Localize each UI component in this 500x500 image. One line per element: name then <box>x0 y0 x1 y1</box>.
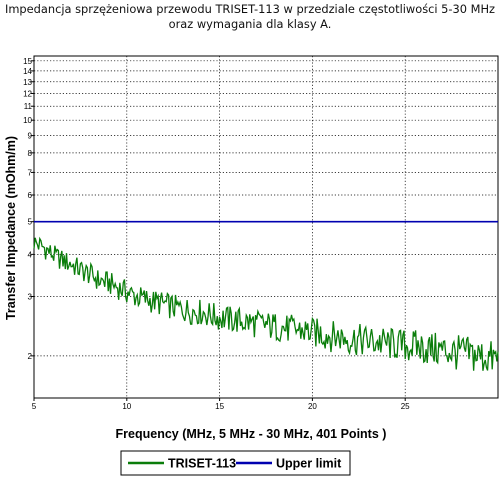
legend-label-1: TRISET-113 <box>168 457 236 471</box>
y-tick-label: 7 <box>28 168 33 177</box>
x-tick-label: 5 <box>32 402 37 411</box>
legend-label-2: Upper limit <box>276 457 342 471</box>
y-tick-label: 6 <box>28 191 33 200</box>
x-tick-label: 25 <box>401 402 410 411</box>
legend: TRISET-113 Upper limit <box>120 450 351 476</box>
y-tick-label: 13 <box>23 78 32 87</box>
y-tick-label: 12 <box>23 89 32 98</box>
y-tick-label: 15 <box>23 57 32 66</box>
chart-title-line-1: Impedancja sprzężeniowa przewodu TRISET-… <box>4 2 496 16</box>
y-axis-label: Transfer Impedance (mOhm/m) <box>4 136 18 320</box>
y-tick-label: 14 <box>23 67 32 76</box>
y-tick-label: 4 <box>28 250 33 259</box>
y-tick-label: 3 <box>28 292 33 301</box>
y-tick-label: 5 <box>28 218 33 227</box>
x-axis-label: Frequency (MHz, 5 MHz - 30 MHz, 401 Poin… <box>116 427 387 441</box>
x-tick-label: 20 <box>308 402 317 411</box>
y-tick-label: 8 <box>28 149 33 158</box>
y-tick-label: 9 <box>28 132 33 141</box>
y-tick-label: 2 <box>28 352 33 361</box>
y-tick-label: 11 <box>24 102 33 111</box>
chart-title-line-2: oraz wymagania dla klasy A. <box>168 17 332 31</box>
x-tick-label: 15 <box>215 402 224 411</box>
x-tick-label: 10 <box>122 402 131 411</box>
chart-title: Impedancja sprzężeniowa przewodu TRISET-… <box>0 2 500 32</box>
y-tick-label: 10 <box>23 116 32 125</box>
series-line-triset-113 <box>33 236 499 371</box>
legend-box <box>120 450 351 476</box>
